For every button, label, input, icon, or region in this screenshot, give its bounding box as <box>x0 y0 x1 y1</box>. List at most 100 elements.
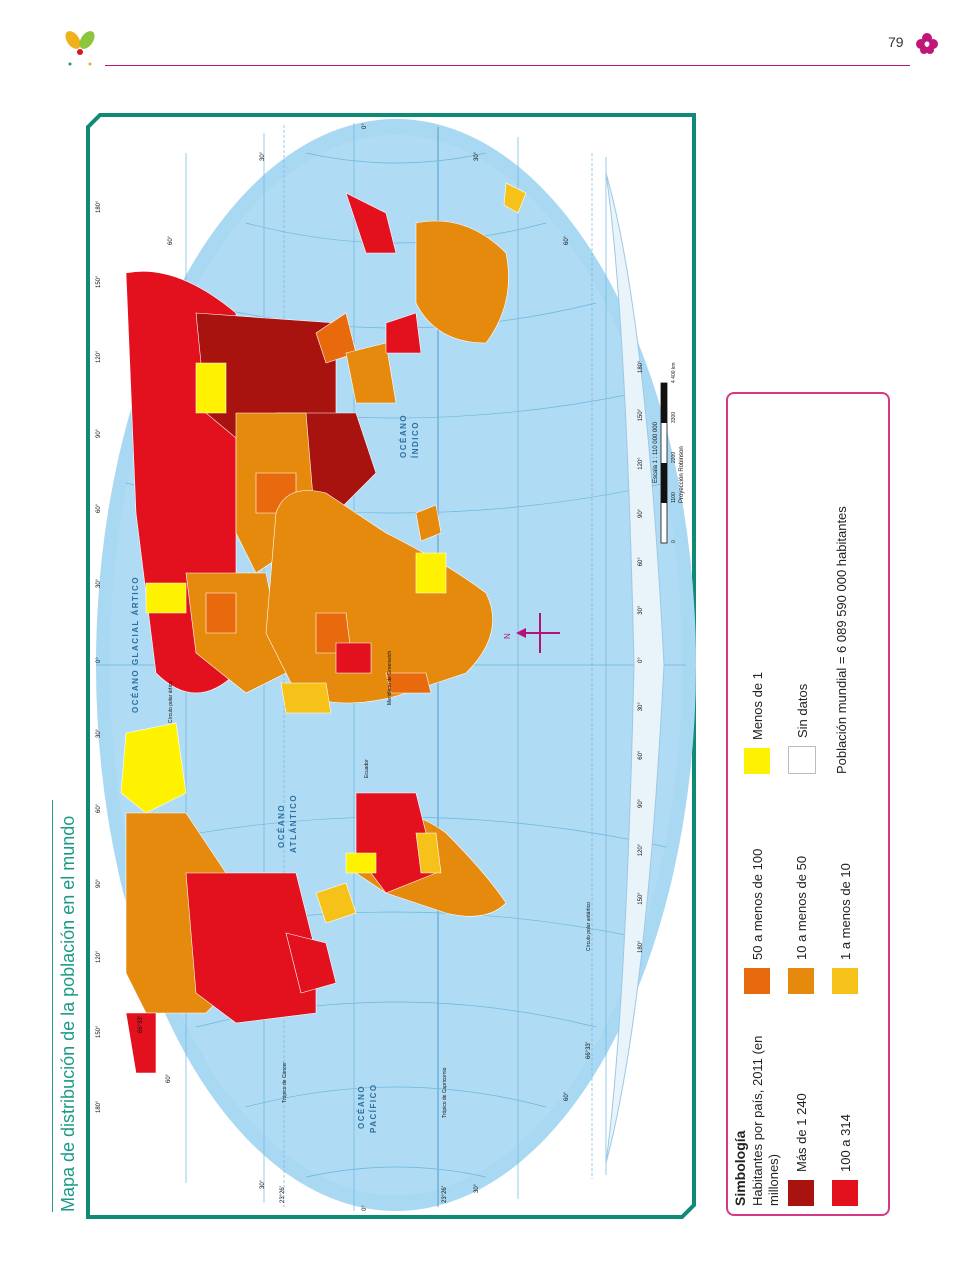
lat-label: 0° <box>362 123 368 129</box>
lon-label-top: 60° <box>96 803 102 813</box>
country-indonesia <box>385 312 422 354</box>
lat-label: 66°33' <box>586 1042 592 1059</box>
lon-label-top: 150° <box>96 275 102 288</box>
world-population-map: OCÉANO GLACIAL ÁRTICO OCÉANO ATLÁNTICO O… <box>86 113 696 1219</box>
legend-item-100-314: 100 a 314 <box>832 1114 858 1206</box>
country-mexico <box>285 932 337 994</box>
country-guyana <box>345 852 377 874</box>
lon-label-top: 150° <box>96 1025 102 1038</box>
legend: Simbología Habitantes por país, 2011 (en… <box>726 392 890 1216</box>
legend-item-mas-1240: Más de 1 240 <box>788 1093 814 1206</box>
legend-swatch <box>788 968 814 994</box>
legend-item-10-50: 10 a menos de 50 <box>788 856 814 994</box>
country-scandinavia <box>145 582 187 614</box>
label-oceano-indico-2: ÍNDICO <box>411 421 420 458</box>
lon-label-top: 120° <box>96 350 102 363</box>
country-alaska <box>125 1012 157 1074</box>
label-circulo-polar-antartico: Círculo polar antártico <box>586 902 592 951</box>
lon-label-bottom: 90° <box>638 508 644 518</box>
lat-label: 30° <box>474 1183 480 1193</box>
scale-tick: 1100 <box>671 492 677 503</box>
label-oceano-glacial: OCÉANO GLACIAL ÁRTICO <box>131 576 140 713</box>
label-greenwich: Meridiano de Greenwich <box>387 651 393 705</box>
scale-tick: 2200 <box>671 452 677 463</box>
country-philippines <box>345 192 397 254</box>
label-oceano-pacifico-2: PACÍFICO <box>369 1083 378 1133</box>
lon-label-bottom: 180° <box>638 940 644 953</box>
lon-label-top: 120° <box>96 950 102 963</box>
lat-label: 30° <box>260 151 266 161</box>
compass-n-label: N <box>503 633 512 639</box>
lon-label-top: 180° <box>96 200 102 213</box>
legend-item-1-10: 1 a menos de 10 <box>832 863 858 994</box>
country-nigeria <box>335 642 372 674</box>
country-uruguay <box>415 832 442 874</box>
logo-icon <box>60 28 100 68</box>
page-number: 79 <box>888 34 904 50</box>
label-oceano-atlantico-1: OCÉANO <box>277 804 286 848</box>
legend-swatch <box>832 968 858 994</box>
legend-swatch <box>744 968 770 994</box>
legend-swatch <box>788 746 816 774</box>
lat-label: 60° <box>168 235 174 245</box>
lon-label-bottom: 60° <box>638 557 644 567</box>
scale-tick: 4 400 km <box>671 362 677 383</box>
label-oceano-atlantico-2: ATLÁNTICO <box>289 794 298 853</box>
compass-rose: N <box>503 613 560 653</box>
lat-label: 23°26' <box>442 1186 448 1203</box>
lat-label: 30° <box>474 151 480 161</box>
scale-tick: 0 <box>671 540 677 543</box>
country-mauritania <box>280 682 332 714</box>
legend-subtitle: Habitantes por país, 2011 (en millones) <box>750 1035 781 1206</box>
lat-label: 60° <box>564 1091 570 1101</box>
side-rule <box>52 800 53 1212</box>
lon-label-bottom: 120° <box>638 457 644 470</box>
legend-swatch <box>832 1180 858 1206</box>
country-australia <box>415 220 509 344</box>
legend-item-menos-1: Menos de 1 <box>744 672 770 774</box>
lon-label-top: 30° <box>96 578 102 588</box>
lon-label-bottom: 120° <box>638 843 644 856</box>
legend-total-population: Población mundial = 6 089 590 000 habita… <box>834 506 849 774</box>
lat-label: 0° <box>362 1205 368 1211</box>
country-se-asia <box>345 342 397 404</box>
country-greenland <box>120 722 187 814</box>
lon-label-top: 0° <box>96 657 102 663</box>
flower-icon <box>912 30 942 56</box>
scale-title: Escala 1 : 110 000 000 <box>653 421 659 483</box>
lat-label: 30° <box>260 1179 266 1189</box>
lon-label-bottom: 30° <box>638 605 644 615</box>
lat-label: 60° <box>564 235 570 245</box>
legend-swatch <box>788 1180 814 1206</box>
antarctica <box>605 172 665 1164</box>
label-ecuador: Ecuador <box>364 759 370 778</box>
lon-label-top: 60° <box>96 503 102 513</box>
scale-tick: 3300 <box>671 412 677 423</box>
header-rule <box>105 65 910 66</box>
label-circulo-polar-artico: Círculo polar ártico <box>168 681 174 723</box>
country-mongolia <box>195 362 227 414</box>
country-usa <box>185 872 317 1024</box>
lon-label-bottom: 180° <box>638 360 644 373</box>
country-new-zealand <box>503 182 527 214</box>
lon-label-bottom: 30° <box>638 702 644 712</box>
country-germany <box>205 592 237 634</box>
label-tropico-capricornio: Trópico de Capricornio <box>442 1067 448 1118</box>
legend-swatch <box>744 748 770 774</box>
lon-label-bottom: 150° <box>638 892 644 905</box>
lon-label-bottom: 60° <box>638 750 644 760</box>
lat-label: 60° <box>166 1073 172 1083</box>
legend-item-50-100: 50 a menos de 100 <box>744 849 770 994</box>
label-oceano-indico-1: OCÉANO <box>399 414 408 458</box>
lat-label: 23°26' <box>280 1186 286 1203</box>
lon-label-top: 180° <box>96 1100 102 1113</box>
label-tropico-cancer: Trópico de Cáncer <box>282 1062 288 1103</box>
lon-label-top: 90° <box>96 878 102 888</box>
scale-bar: Escala 1 : 110 000 000 0 1100 2200 3300 … <box>653 362 685 544</box>
lon-label-top: 30° <box>96 728 102 738</box>
country-central-america <box>315 882 357 924</box>
legend-title: Simbología <box>732 1130 748 1206</box>
lon-label-top: 90° <box>96 428 102 438</box>
lat-label: 66°33' <box>138 1016 144 1033</box>
legend-item-sin-datos: Sin datos <box>788 684 816 774</box>
